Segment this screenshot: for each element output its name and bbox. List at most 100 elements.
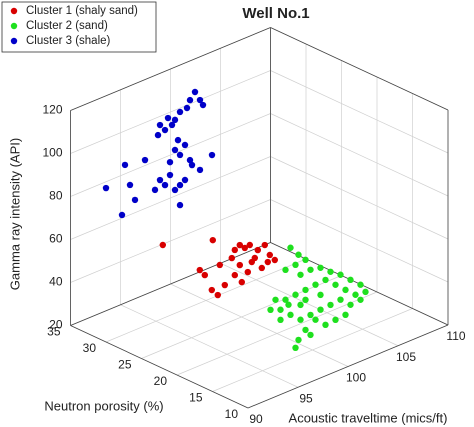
point: [357, 296, 364, 303]
point: [141, 156, 149, 164]
y-tick-label: 35: [47, 325, 61, 339]
point: [352, 291, 359, 298]
point: [332, 316, 339, 324]
y-axis-label: Neutron porosity (%): [44, 398, 163, 413]
point: [159, 241, 166, 249]
x-tick-label: 105: [396, 350, 416, 364]
point: [208, 286, 215, 294]
point: [332, 281, 339, 288]
point: [357, 281, 364, 288]
point: [362, 288, 369, 296]
point: [186, 96, 194, 104]
grid-line: [70, 113, 271, 197]
x-axis-label: Acoustic traveltime (mics/ft): [289, 410, 448, 425]
point: [312, 281, 319, 288]
point: [208, 151, 216, 159]
point: [302, 326, 309, 334]
point: [236, 261, 243, 269]
point: [307, 331, 314, 339]
grid-line: [70, 70, 271, 154]
point: [171, 116, 179, 124]
grid-line: [270, 113, 449, 197]
grid-line: [105, 258, 307, 343]
point: [121, 161, 129, 169]
z-axis-label: Gamma ray intensity (API): [7, 138, 22, 290]
point: [287, 244, 294, 251]
legend-label: Cluster 3 (shale): [26, 35, 111, 47]
point: [174, 136, 182, 144]
point: [186, 156, 194, 164]
point: [188, 161, 196, 169]
point: [196, 96, 204, 104]
point: [131, 196, 139, 204]
point: [156, 176, 164, 184]
z-tick-label: 80: [49, 189, 63, 203]
x-tick-label: 110: [446, 329, 465, 343]
point: [302, 256, 309, 264]
point: [201, 271, 208, 279]
point: [258, 264, 265, 272]
x-tick-label: 100: [346, 371, 366, 385]
point: [199, 101, 207, 109]
point: [295, 336, 302, 344]
point: [337, 296, 344, 303]
point: [317, 291, 324, 299]
point: [342, 286, 349, 294]
point: [327, 268, 334, 275]
grid-line: [120, 304, 299, 388]
z-tick-label: 40: [49, 275, 63, 289]
legend-box: [1, 1, 157, 53]
point: [176, 151, 184, 159]
point: [238, 278, 245, 286]
point: [272, 296, 279, 303]
point: [151, 186, 159, 194]
point: [164, 114, 172, 122]
point: [221, 281, 228, 289]
axis-edge: [70, 27, 271, 111]
z-tick-label: 20: [49, 318, 63, 332]
legend-marker: [10, 22, 18, 30]
point: [181, 141, 189, 149]
point: [302, 296, 309, 303]
point: [287, 311, 294, 319]
point: [282, 266, 289, 274]
x-tick-label: 95: [299, 391, 313, 405]
point: [261, 241, 268, 249]
point: [196, 166, 204, 174]
point: [102, 184, 110, 192]
point: [317, 264, 324, 271]
grid-line: [212, 308, 413, 392]
point: [342, 311, 349, 319]
point: [266, 251, 273, 259]
axis-edge: [70, 242, 271, 326]
point: [161, 181, 169, 189]
point: [231, 246, 238, 254]
point: [282, 296, 289, 303]
grid-line: [270, 70, 449, 154]
point: [292, 344, 299, 352]
point: [347, 276, 354, 284]
legend-label: Cluster 1 (shaly sand): [26, 5, 138, 17]
chart-title: Well No.1: [242, 5, 309, 22]
point: [176, 108, 184, 116]
point: [307, 266, 314, 273]
grid-line: [70, 156, 271, 240]
point: [166, 158, 174, 166]
z-tick-label: 60: [49, 232, 63, 246]
point: [285, 301, 292, 308]
point: [254, 246, 261, 254]
y-tick-label: 10: [225, 407, 239, 421]
point: [347, 301, 354, 308]
grid-line: [70, 199, 271, 283]
z-tick-label: 100: [42, 146, 62, 160]
point: [171, 146, 179, 154]
axis-edge: [247, 324, 449, 409]
point: [191, 88, 199, 96]
point: [297, 301, 304, 309]
point: [327, 301, 334, 309]
point: [246, 241, 253, 249]
point: [176, 201, 184, 209]
point: [183, 104, 191, 112]
point: [277, 316, 284, 324]
point: [166, 171, 174, 179]
